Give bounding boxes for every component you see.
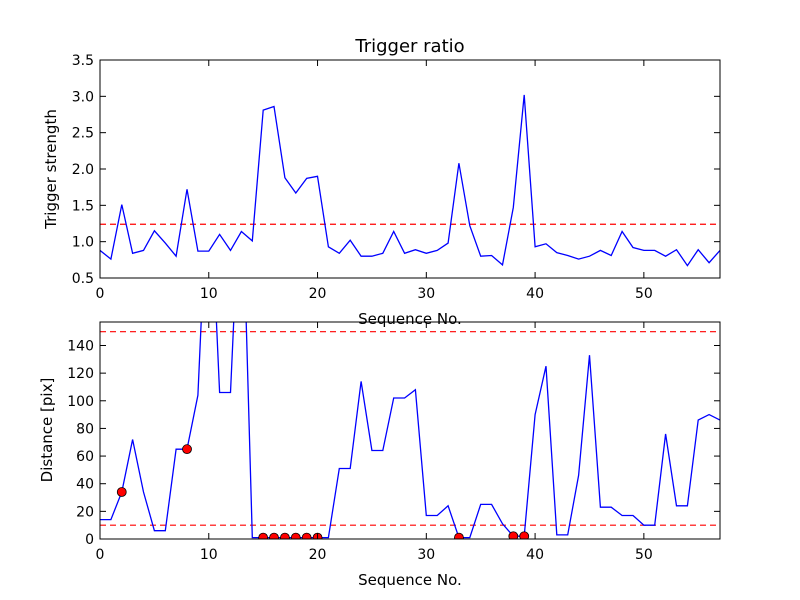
- marker-point: [182, 444, 192, 455]
- y-tick-label: 3.0: [72, 89, 94, 105]
- x-tick-label: 40: [526, 286, 544, 302]
- y-tick-label: 1.0: [72, 235, 94, 251]
- y-axis-ticks: 0.5 1.0 1.5 2.0 2.5 3.0 3.5: [72, 53, 720, 287]
- x-tick-label: 0: [96, 286, 105, 302]
- marker-point: [280, 532, 290, 539]
- y-tick-label: 20: [76, 504, 94, 520]
- marker-point: [116, 487, 127, 497]
- marker-point: [508, 531, 519, 539]
- chart-title: Trigger ratio: [354, 36, 464, 57]
- x-tick-label: 20: [309, 286, 327, 302]
- y-tick-label: 0: [85, 532, 94, 548]
- axes-frame: [99, 59, 721, 279]
- subplot-distance: 0 10 20 30 40 50 0 20 40 60 80 100 120 140 Sequence …: [38, 321, 721, 589]
- y-tick-label: 2.5: [72, 126, 94, 142]
- y-tick-label: 1.5: [72, 198, 94, 214]
- y-axis-label: Distance [pix]: [38, 378, 56, 483]
- x-tick-label: 30: [417, 286, 435, 302]
- x-tick-label: 30: [417, 547, 435, 563]
- y-tick-label: 120: [67, 366, 94, 382]
- x-axis-ticks: 0 10 20 30 40 50: [96, 322, 653, 563]
- x-tick-label: 0: [96, 547, 105, 563]
- plot-area: [100, 94, 720, 267]
- x-tick-label: 50: [635, 286, 653, 302]
- y-axis-label: Trigger strength: [42, 109, 60, 230]
- x-tick-label: 10: [200, 547, 218, 563]
- subplot-trigger-ratio: Trigger ratio 0 10 20 30 40 50 0.5 1.0 1.5 2.0 2.…: [42, 36, 721, 328]
- marker-point: [301, 532, 312, 539]
- y-tick-label: 2.0: [72, 162, 94, 178]
- plot-area: [100, 322, 720, 539]
- trigger-strength-series-line: [100, 94, 720, 267]
- x-tick-label: 50: [635, 547, 653, 563]
- threshold-lines: [100, 331, 720, 526]
- marker-point: [454, 532, 464, 539]
- marker-points: [116, 444, 530, 539]
- x-axis-label: Sequence No.: [358, 571, 462, 589]
- marker-point: [269, 532, 279, 539]
- x-axis-label: Sequence No.: [358, 310, 462, 328]
- marker-point: [290, 532, 301, 539]
- y-tick-label: 60: [76, 449, 94, 465]
- distance-series-line: [100, 322, 720, 539]
- y-tick-label: 140: [67, 338, 94, 354]
- marker-point: [519, 531, 530, 539]
- axes-frame: [99, 321, 721, 540]
- y-axis-ticks: 0 20 40 60 80 100 120 140: [67, 338, 720, 548]
- x-tick-label: 10: [200, 286, 218, 302]
- y-tick-label: 3.5: [72, 53, 94, 69]
- x-axis-ticks: 0 10 20 30 40 50: [96, 60, 653, 302]
- x-tick-label: 40: [526, 547, 544, 563]
- y-tick-label: 0.5: [72, 271, 94, 287]
- marker-point: [258, 532, 269, 539]
- x-tick-label: 20: [309, 547, 327, 563]
- y-tick-label: 80: [76, 421, 94, 437]
- y-tick-label: 40: [76, 477, 94, 493]
- y-tick-label: 100: [67, 394, 94, 410]
